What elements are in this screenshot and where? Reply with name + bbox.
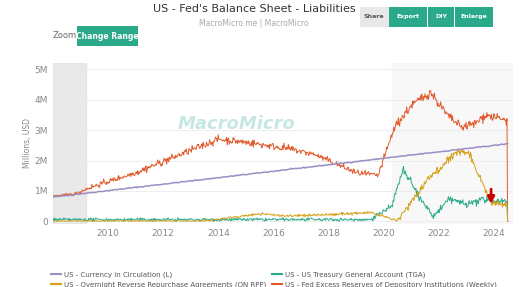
Text: MacroMicro.me | MacroMicro: MacroMicro.me | MacroMicro <box>199 19 309 28</box>
Text: Export: Export <box>396 14 419 20</box>
Text: Zoom: Zoom <box>53 31 77 40</box>
Y-axis label: Millions, USD: Millions, USD <box>23 119 32 168</box>
Text: MacroMicro: MacroMicro <box>178 115 296 133</box>
Text: Share: Share <box>364 14 385 20</box>
Bar <box>53 63 86 224</box>
Text: Enlarge: Enlarge <box>461 14 487 20</box>
Text: US - Fed's Balance Sheet - Liabilities: US - Fed's Balance Sheet - Liabilities <box>152 4 355 14</box>
Text: Change Range: Change Range <box>76 32 139 41</box>
Legend: US - Currency in Circulation (L), US - Overnight Reverse Repurchase Agreements (: US - Currency in Circulation (L), US - O… <box>48 269 499 287</box>
Bar <box>392 63 513 224</box>
Text: DIY: DIY <box>435 14 447 20</box>
